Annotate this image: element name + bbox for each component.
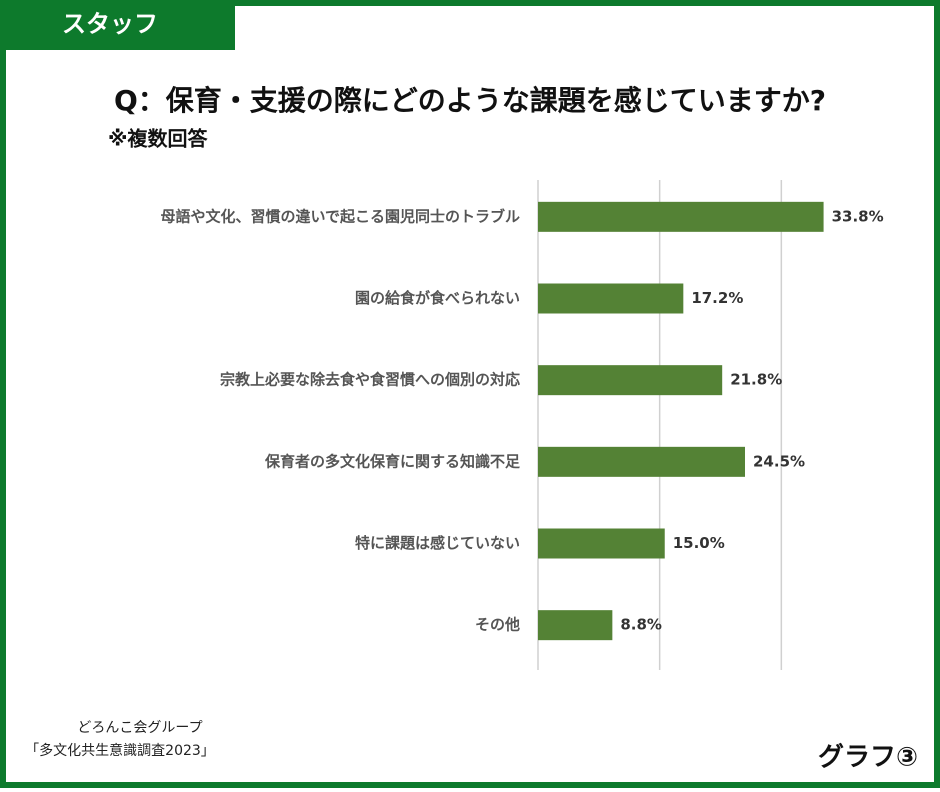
tab-box [0, 0, 235, 50]
value-label: 8.8% [620, 616, 662, 634]
category-label: 母語や文化、習慣の違いで起こる園児同士のトラブル [160, 207, 520, 225]
tab-label: スタッフ [62, 10, 158, 38]
category-label: 特に課題は感じていない [355, 534, 520, 552]
bar [538, 283, 684, 314]
category-label: その他 [475, 616, 520, 634]
value-label: 33.8% [832, 207, 884, 225]
category-label: 保育者の多文化保育に関する知識不足 [264, 452, 521, 470]
category-label: 宗教上必要な除去食や食習慣への個別の対応 [220, 371, 520, 389]
bar [538, 201, 824, 232]
bar [538, 528, 665, 559]
value-label: 17.2% [691, 289, 743, 307]
source-line: 「多文化共生意識調査2023」 [25, 742, 215, 759]
value-label: 24.5% [753, 452, 805, 470]
bar [538, 610, 613, 641]
chart-subtitle: ※複数回答 [108, 127, 208, 151]
chart-title: Q：保育・支援の際にどのような課題を感じていますか? [114, 84, 826, 117]
bar [538, 365, 723, 396]
value-label: 21.8% [730, 371, 782, 389]
graph-label: グラフ③ [818, 743, 918, 773]
value-label: 15.0% [673, 534, 725, 552]
bar [538, 446, 746, 477]
category-label: 園の給食が食べられない [355, 289, 520, 307]
source-line: どろんこ会グループ [77, 720, 202, 736]
